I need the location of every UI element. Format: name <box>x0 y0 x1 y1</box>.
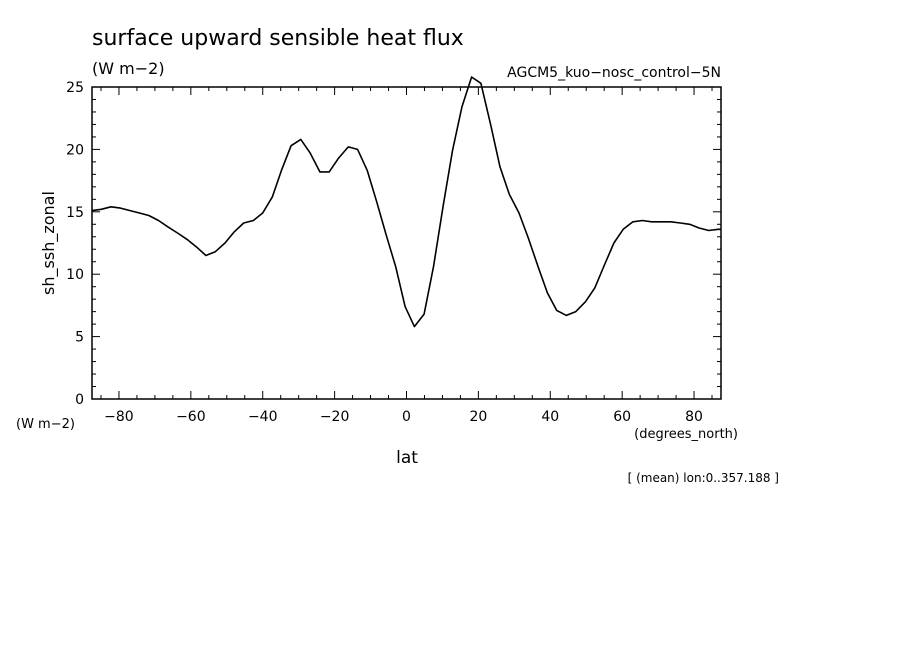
dataset-label: AGCM5_kuo−nosc_control−5N <box>507 65 721 81</box>
series-line <box>91 76 721 328</box>
x-tick-label: −20 <box>320 409 350 425</box>
x-tick-label: 60 <box>613 409 631 425</box>
x-axis-label: lat <box>396 448 418 468</box>
y-tick-label: 0 <box>75 392 84 408</box>
x-tick-label: −60 <box>176 409 206 425</box>
x-axis-units: (degrees_north) <box>634 427 738 442</box>
y-tick-label: 10 <box>66 267 84 283</box>
x-tick-label: −40 <box>248 409 278 425</box>
x-tick-label: 80 <box>685 409 703 425</box>
y-tick-label: 25 <box>66 80 84 96</box>
x-tick-label: 20 <box>469 409 487 425</box>
chart-units: (W m−2) <box>92 59 165 78</box>
y-tick-label: 15 <box>66 205 84 221</box>
y-axis-label: sh_ssh_zonal <box>39 191 59 295</box>
x-tick-label: 0 <box>402 409 411 425</box>
subtitle-note: [ (mean) lon:0..357.188 ] <box>628 471 779 485</box>
x-tick-label: 40 <box>541 409 559 425</box>
x-tick-label: −80 <box>104 409 134 425</box>
chart-title: surface upward sensible heat flux <box>92 26 464 51</box>
tick-labels: −80 −60 −40 −20 0 20 40 60 80 0 5 10 15 20 25 <box>66 80 703 425</box>
plot-frame <box>91 86 722 400</box>
y-axis-units: (W m−2) <box>16 417 75 432</box>
axis-ticks <box>92 86 721 400</box>
y-tick-label: 20 <box>66 142 84 158</box>
y-tick-label: 5 <box>75 330 84 346</box>
